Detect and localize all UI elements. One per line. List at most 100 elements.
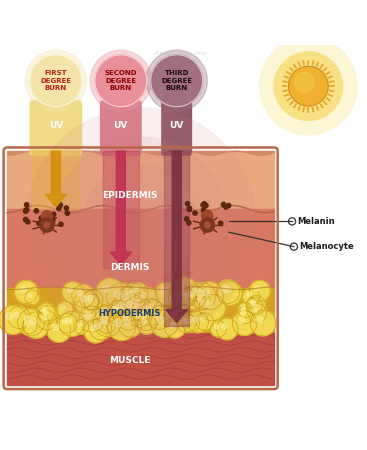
- Circle shape: [165, 317, 185, 338]
- Circle shape: [124, 305, 145, 326]
- Circle shape: [135, 287, 158, 310]
- Circle shape: [59, 222, 63, 226]
- Circle shape: [196, 313, 214, 330]
- Circle shape: [50, 218, 54, 222]
- Text: EPIDERMIS: EPIDERMIS: [102, 191, 157, 200]
- Circle shape: [146, 50, 207, 112]
- Circle shape: [58, 313, 77, 333]
- Circle shape: [141, 311, 147, 318]
- Circle shape: [137, 298, 164, 325]
- Circle shape: [288, 66, 328, 106]
- Circle shape: [29, 294, 32, 297]
- Circle shape: [26, 220, 30, 224]
- Circle shape: [208, 213, 212, 217]
- Circle shape: [187, 312, 208, 333]
- Circle shape: [64, 206, 69, 210]
- Circle shape: [118, 302, 125, 309]
- Circle shape: [84, 320, 108, 343]
- Circle shape: [90, 318, 112, 340]
- Circle shape: [254, 286, 260, 291]
- Circle shape: [226, 203, 231, 208]
- Circle shape: [122, 293, 128, 300]
- Circle shape: [25, 290, 39, 305]
- Circle shape: [37, 221, 41, 225]
- Circle shape: [30, 55, 82, 107]
- Circle shape: [74, 320, 89, 334]
- Circle shape: [118, 310, 139, 330]
- Circle shape: [177, 284, 184, 291]
- Text: Melanin: Melanin: [298, 217, 335, 226]
- Circle shape: [6, 313, 13, 320]
- Circle shape: [79, 306, 105, 332]
- Circle shape: [136, 314, 141, 318]
- Circle shape: [115, 320, 122, 326]
- Circle shape: [88, 298, 92, 302]
- Circle shape: [41, 211, 52, 221]
- Circle shape: [108, 191, 173, 256]
- Circle shape: [224, 205, 228, 209]
- Circle shape: [157, 317, 164, 324]
- Circle shape: [37, 303, 55, 321]
- Circle shape: [144, 305, 150, 312]
- Circle shape: [126, 293, 148, 315]
- Circle shape: [194, 293, 211, 310]
- Circle shape: [123, 315, 128, 320]
- Circle shape: [83, 166, 198, 281]
- Circle shape: [62, 282, 83, 303]
- Circle shape: [50, 220, 55, 225]
- Circle shape: [206, 301, 212, 307]
- Circle shape: [90, 50, 152, 112]
- Circle shape: [97, 279, 124, 306]
- Circle shape: [200, 218, 215, 232]
- Circle shape: [151, 55, 203, 107]
- Circle shape: [216, 280, 240, 303]
- Circle shape: [204, 216, 208, 220]
- Circle shape: [25, 50, 87, 112]
- Circle shape: [103, 308, 108, 313]
- Circle shape: [204, 203, 208, 208]
- Circle shape: [127, 290, 134, 297]
- Text: FIRST
DEGREE
BURN: FIRST DEGREE BURN: [40, 70, 72, 91]
- Circle shape: [116, 287, 141, 312]
- Circle shape: [78, 323, 81, 327]
- Circle shape: [187, 206, 192, 211]
- Circle shape: [127, 304, 131, 308]
- Circle shape: [237, 306, 254, 324]
- Circle shape: [119, 314, 142, 337]
- Circle shape: [170, 277, 198, 305]
- Circle shape: [8, 306, 30, 328]
- Circle shape: [112, 306, 119, 312]
- Circle shape: [111, 301, 126, 316]
- Text: MUSCLE: MUSCLE: [109, 356, 150, 365]
- Text: UV: UV: [170, 122, 184, 130]
- Circle shape: [210, 321, 226, 337]
- Circle shape: [198, 297, 202, 302]
- Circle shape: [54, 137, 227, 310]
- Circle shape: [88, 295, 93, 300]
- FancyBboxPatch shape: [161, 100, 192, 156]
- Circle shape: [103, 285, 110, 292]
- Text: UV: UV: [114, 122, 128, 130]
- Circle shape: [14, 312, 19, 317]
- Circle shape: [94, 308, 121, 337]
- Polygon shape: [32, 151, 79, 209]
- Circle shape: [196, 282, 223, 310]
- Circle shape: [252, 308, 257, 313]
- Circle shape: [130, 310, 135, 315]
- Circle shape: [39, 306, 57, 324]
- Circle shape: [90, 325, 96, 331]
- Circle shape: [184, 217, 189, 221]
- Circle shape: [124, 320, 130, 325]
- Circle shape: [39, 216, 44, 220]
- Polygon shape: [7, 333, 274, 386]
- Circle shape: [202, 211, 213, 221]
- Circle shape: [232, 311, 257, 335]
- Polygon shape: [164, 151, 189, 326]
- Circle shape: [85, 296, 90, 301]
- Circle shape: [131, 298, 137, 304]
- Circle shape: [95, 55, 147, 107]
- Circle shape: [183, 293, 188, 297]
- Circle shape: [238, 302, 253, 318]
- Circle shape: [222, 324, 227, 329]
- Circle shape: [101, 315, 108, 323]
